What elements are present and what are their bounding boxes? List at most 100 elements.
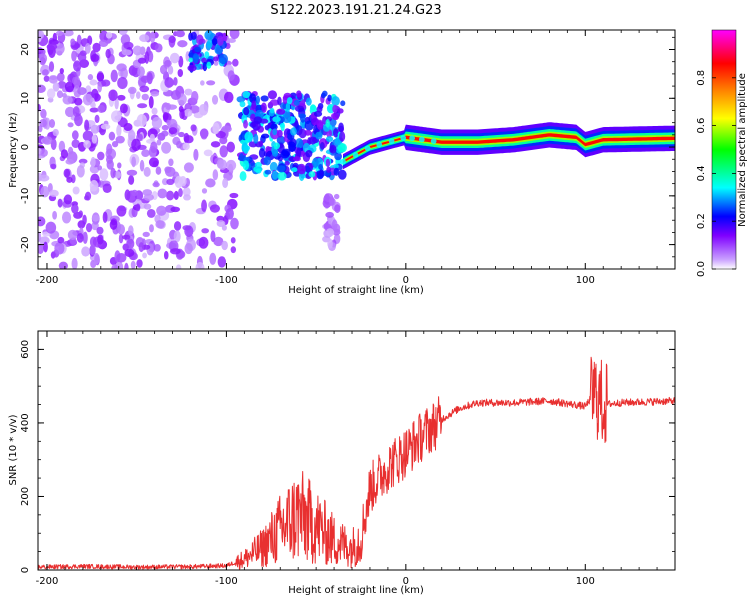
spectrogram-blob: [150, 31, 156, 44]
spectrogram-blob: [315, 131, 323, 140]
colorbar-ticks: 0.0 0.2 0.4 0.6 0.8: [696, 70, 736, 277]
spectrogram-blob: [325, 211, 334, 218]
spectrogram-blob: [167, 65, 174, 75]
spectrogram-blob: [166, 190, 175, 201]
spectrogram-blob: [162, 112, 169, 121]
spectrogram-blob: [253, 116, 263, 124]
spectrogram-blob: [57, 198, 63, 208]
spectrogram-y-tick-label: 10: [20, 92, 31, 105]
spectrogram-blob: [210, 230, 216, 243]
spectrogram-blob: [71, 139, 80, 149]
colorbar-tick-label: 0.8: [696, 70, 707, 86]
spectrogram-blob: [97, 234, 104, 245]
spectrogram-blob: [337, 142, 346, 153]
spectrogram-blob: [116, 205, 127, 217]
spectrogram-blob: [116, 94, 126, 101]
spectrogram-blob: [337, 108, 344, 114]
spectrogram-blob: [239, 101, 246, 108]
spectrogram-blob: [241, 141, 248, 153]
spectrogram-blob: [168, 158, 174, 167]
snr-frame: [37, 330, 676, 571]
spectrogram-blob: [117, 76, 128, 90]
spectrogram-blob: [193, 112, 204, 119]
spectrogram-blob: [77, 52, 87, 62]
spectrogram-blob: [61, 211, 72, 224]
spectrogram-blob: [270, 123, 278, 131]
spectrogram-blob: [163, 250, 169, 260]
spectrogram-blob: [211, 94, 219, 105]
spectrogram-blob: [93, 253, 100, 265]
spectrogram-blob: [87, 74, 94, 81]
spectrogram-blob: [271, 170, 278, 180]
spectrogram-blob: [99, 168, 109, 181]
spectrogram-blob: [64, 81, 75, 93]
spectrogram-blob: [40, 108, 47, 119]
spectrogram-blob: [227, 38, 236, 43]
spectrogram-blob: [84, 119, 90, 132]
spectrogram-blob: [138, 242, 145, 253]
snr-y-tick-label: 400: [20, 413, 31, 432]
spectrogram-blob: [116, 252, 127, 263]
spectrogram-blob: [331, 219, 338, 230]
colorbar-tick-label: 0.2: [696, 213, 707, 229]
spectrogram-blob: [200, 133, 208, 140]
spectrogram-blob: [117, 224, 125, 235]
spectrogram-blob: [91, 134, 98, 144]
spectrogram-blob: [97, 81, 103, 93]
snr-plot: -200 -100 0 100 0 200 400 600 Height of straig…: [8, 330, 676, 596]
spectrogram-blob: [337, 169, 347, 180]
spectrogram-blob: [176, 140, 182, 149]
spectrogram-blob: [38, 245, 41, 252]
spectrogram-blob: [217, 256, 227, 268]
snr-y-tick-label: 200: [20, 487, 31, 506]
spectrogram-y-tick-label: 0: [20, 144, 31, 150]
spectrogram-blob: [89, 79, 98, 86]
spectrogram-blob: [318, 169, 324, 177]
spectrogram-blob: [77, 87, 87, 95]
spectrogram-blob: [71, 257, 78, 269]
spectrogram-blob: [131, 189, 139, 197]
spectrogram-blob: [71, 50, 77, 62]
spectrogram-blob: [206, 39, 213, 49]
spectrogram-blob: [331, 96, 340, 106]
spectrogram-blob: [161, 141, 172, 154]
spectrogram-blob: [170, 206, 181, 213]
spectrogram-blob: [161, 124, 169, 131]
spectrogram-blob: [260, 95, 269, 102]
spectrogram-blob: [155, 219, 165, 229]
spectrogram-x-tick-label: 0: [403, 275, 409, 286]
spectrogram-blob: [161, 130, 169, 137]
spectrogram-blob: [340, 100, 346, 107]
spectrogram-blob: [194, 46, 201, 53]
spectrogram-blob: [253, 133, 259, 144]
spectrogram-blob: [418, 136, 425, 143]
spectrogram-blob: [63, 168, 71, 178]
spectrogram-blob: [230, 217, 239, 230]
spectrogram-blob: [43, 241, 48, 253]
spectrogram-blob: [189, 105, 200, 114]
spectrogram-blob: [42, 136, 53, 145]
spectrogram-blob: [74, 97, 83, 106]
spectrogram-blob: [184, 88, 193, 96]
spectrogram-blob: [128, 129, 136, 142]
spectrogram-blob: [409, 135, 415, 142]
spectrogram-blob: [191, 91, 199, 103]
spectrogram-blob: [58, 140, 66, 153]
spectrogram-blob: [193, 148, 199, 161]
spectrogram-blob: [117, 162, 122, 169]
snr-x-tick-label: 0: [403, 576, 409, 587]
colorbar-tick-label: 0.6: [696, 118, 707, 134]
spectrogram-blob: [281, 148, 291, 157]
spectrogram-blob: [205, 178, 216, 188]
spectrogram-blob: [198, 104, 209, 116]
spectrogram-blob: [156, 205, 167, 216]
spectrogram-blob: [84, 43, 91, 54]
spectrogram-blob: [150, 90, 160, 97]
spectrogram-blob: [178, 131, 185, 138]
spectrogram-blob: [73, 60, 82, 72]
spectrogram-blob: [157, 188, 168, 199]
spectrogram-blob: [149, 224, 154, 233]
spectrogram-blob: [48, 61, 55, 73]
spectrogram-blob: [209, 252, 217, 265]
spectrogram-x-axis-label: Height of straight line (km): [288, 285, 424, 296]
